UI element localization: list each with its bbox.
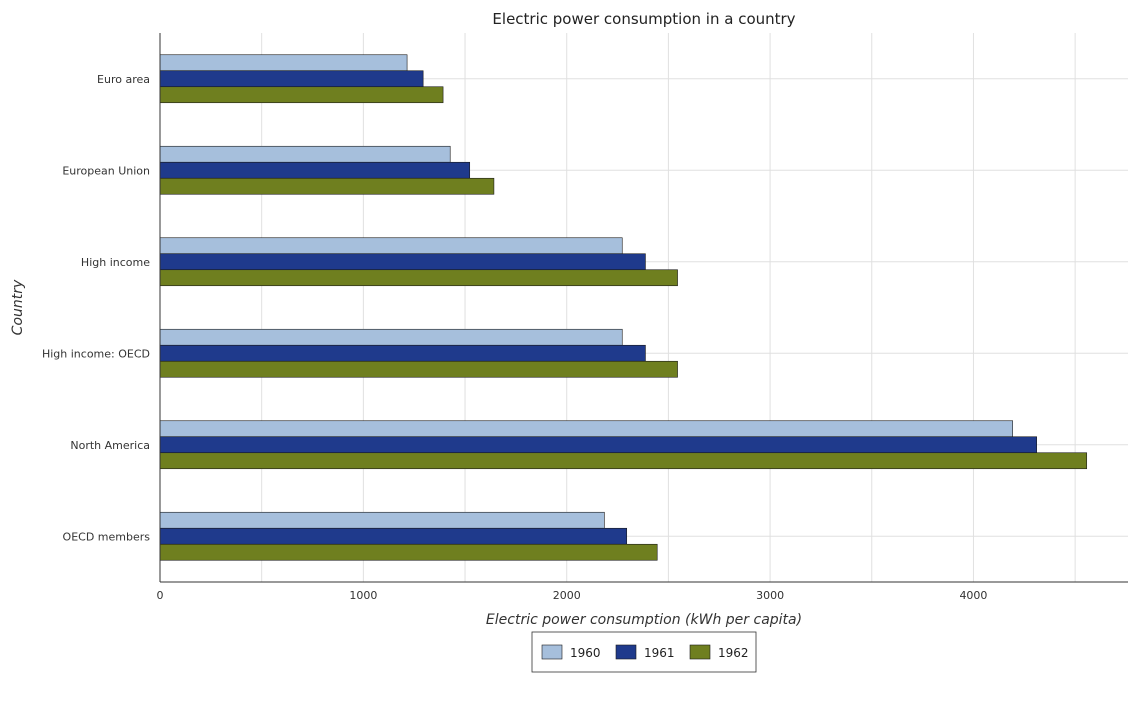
chart-title: Electric power consumption in a country: [492, 10, 795, 28]
bars: [159, 54, 1088, 561]
legend-label-1962: 1962: [718, 646, 749, 660]
legend-label-1960: 1960: [570, 646, 601, 660]
legend-box: [531, 631, 757, 673]
y-axis-label: Country: [10, 279, 26, 335]
bar-1962: [159, 269, 678, 287]
y-tick-label: European Union: [62, 164, 150, 177]
axes: 0 1000 2000 3000 4000 Euro area European Union…: [42, 33, 1128, 602]
x-tick-label: 3000: [756, 589, 784, 602]
bar-1962: [159, 360, 678, 378]
x-tick-label: 1000: [349, 589, 377, 602]
bar-1961: [159, 161, 471, 179]
y-tick-label: North America: [70, 439, 150, 452]
bar-1962: [159, 177, 495, 195]
x-axis-label: Electric power consumption (kWh per capi…: [486, 612, 802, 628]
y-tick-label: High income: [81, 256, 150, 269]
y-tick-label: High income: OECD: [42, 347, 150, 360]
bar-1960: [159, 328, 623, 346]
y-tick-label: Euro area: [97, 73, 150, 86]
x-tick-label: 2000: [553, 589, 581, 602]
x-tick-label: 4000: [959, 589, 987, 602]
legend: 1960 1961 1962: [531, 631, 757, 673]
bar-1960: [159, 237, 623, 255]
bar-1960: [159, 54, 408, 72]
bar-1960: [159, 145, 451, 163]
legend-swatch-1962: [689, 644, 711, 660]
bar-1962: [159, 452, 1088, 470]
bar-1962: [159, 86, 444, 104]
legend-swatch-1961: [615, 644, 637, 660]
legend-swatch-1960: [541, 644, 563, 660]
legend-label-1961: 1961: [644, 646, 675, 660]
bar-1961: [159, 436, 1037, 454]
x-tick-label: 0: [157, 589, 164, 602]
bar-1961: [159, 527, 628, 545]
bar-1960: [159, 511, 605, 529]
bar-1962: [159, 543, 658, 561]
bar-1961: [159, 344, 646, 362]
y-tick-label: OECD members: [63, 530, 151, 543]
grid: [159, 33, 1128, 582]
bar-1961: [159, 70, 424, 88]
bar-1961: [159, 253, 646, 271]
bar-1960: [159, 420, 1013, 438]
